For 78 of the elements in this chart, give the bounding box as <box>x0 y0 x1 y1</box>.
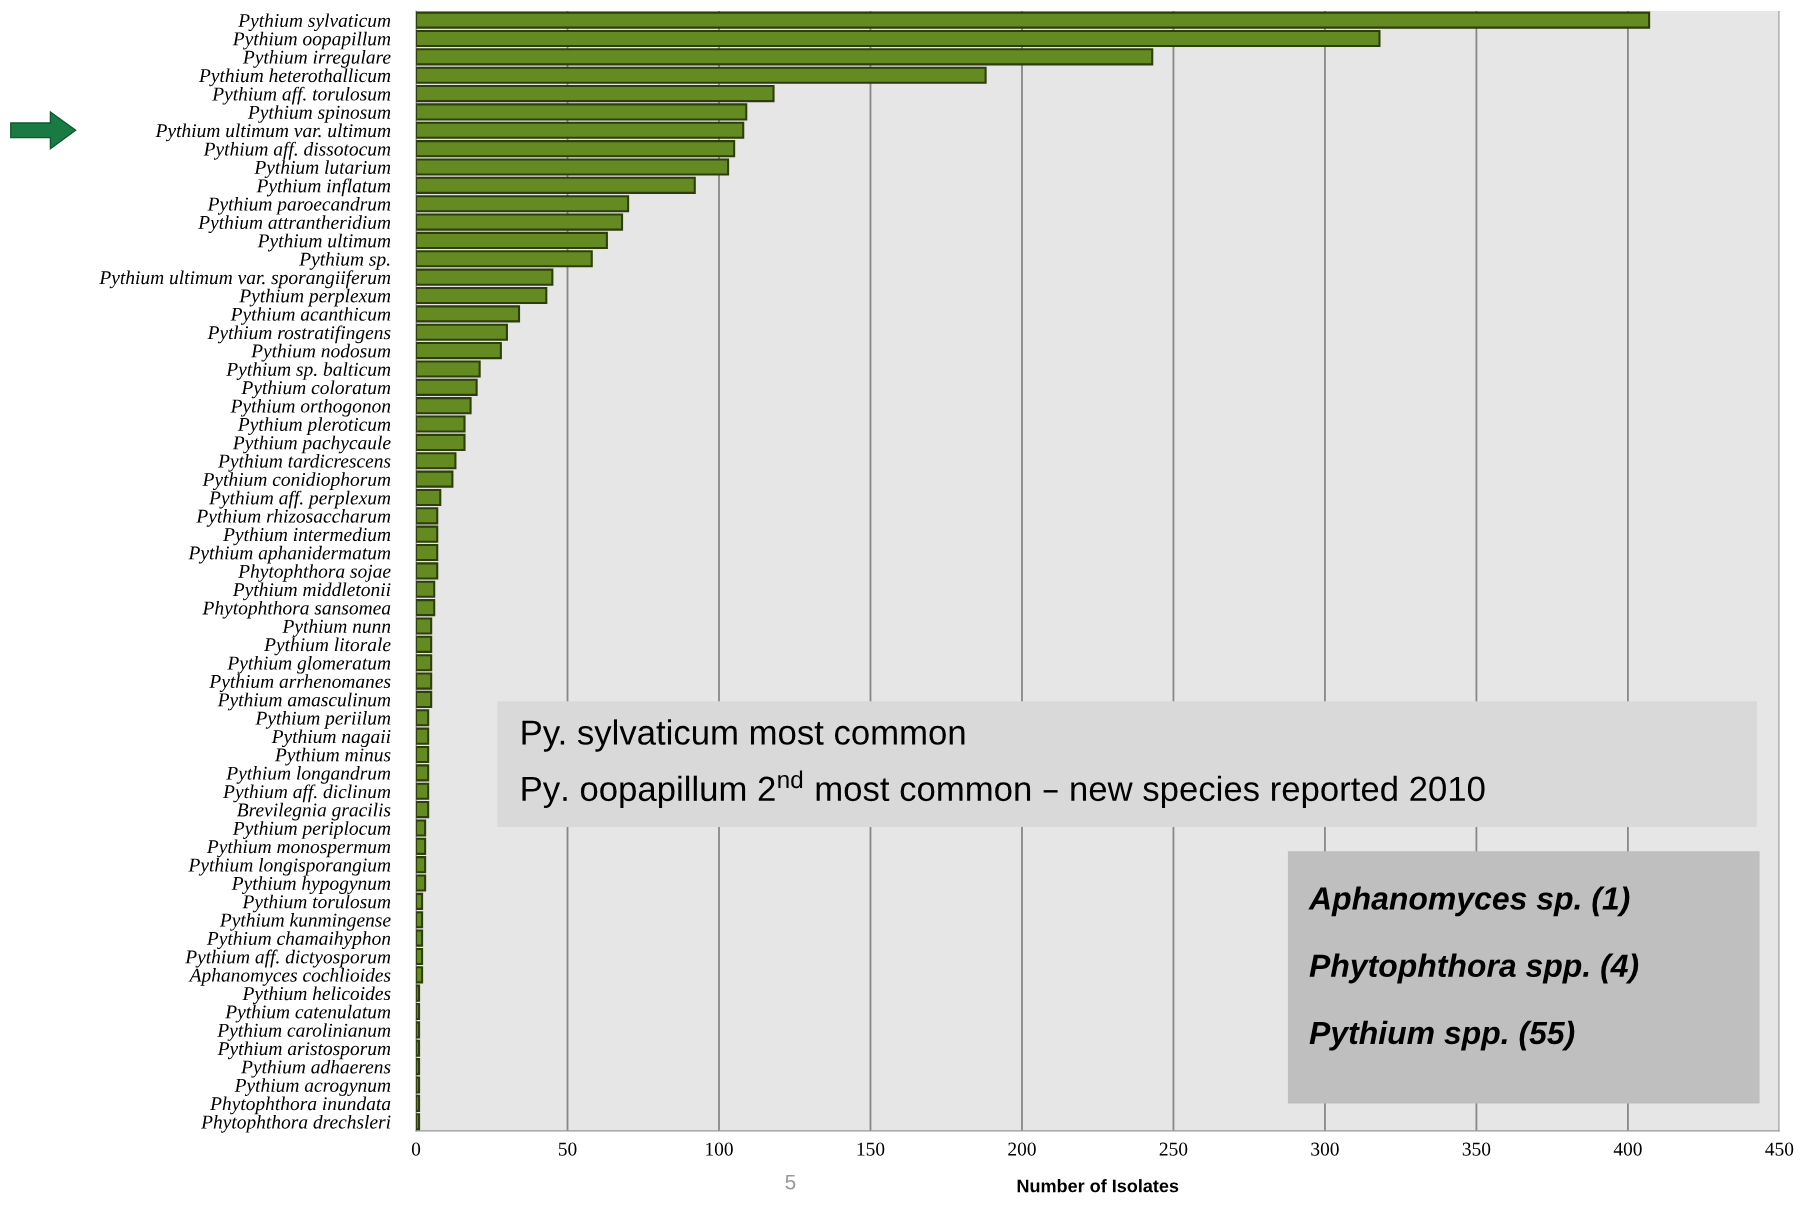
y-tick-label: Pythium attrantheridium <box>198 215 391 234</box>
y-tick-label: Pythium sp. balticum <box>226 362 391 380</box>
y-tick-label: Pythium periplocum <box>232 821 391 839</box>
y-tick-label: Pythium arrhenomanes <box>209 674 391 693</box>
y-tick-label: Pythium acrogynum <box>234 1078 391 1096</box>
annotation: Phytophthora spp. (4) <box>1309 953 1639 984</box>
y-tick-label: Pythium longandrum <box>226 766 391 784</box>
y-tick-label: Pythium hypogynum <box>231 876 391 894</box>
y-tick-label: Pythium aff. perplexum <box>208 490 391 509</box>
y-tick-label: Pythium pachycaule <box>232 435 391 454</box>
y-tick-label: Pythium heterothallicum <box>198 68 391 87</box>
y-tick-label: Pythium aristosporum <box>217 1041 391 1060</box>
y-tick-label: Pythium spinosum <box>247 105 391 123</box>
x-tick-label: 200 <box>1008 1142 1036 1156</box>
y-tick-label: Brevilegnia gracilis <box>236 802 391 821</box>
y-tick-label: Pythium aphanidermatum <box>188 545 391 564</box>
y-tick-label: Pythium monospermum <box>206 839 391 858</box>
y-tick-label: Pythium aff. dissotocum <box>203 141 391 160</box>
y-tick-label: Pythium aff. dictyosporum <box>185 949 391 968</box>
y-tick-label: Pythium carolinianum <box>217 1023 391 1041</box>
y-tick-label: Pythium conidiophorum <box>202 472 391 491</box>
y-tick-label: Pythium amasculinum <box>217 692 391 711</box>
y-tick-label: Pythium kunmingense <box>219 913 391 931</box>
y-tick-label: Pythium catenulatum <box>225 1004 391 1023</box>
y-tick-label: Pythium sylvaticum <box>238 13 391 32</box>
y-tick-label: Aphanomyces cochlioides <box>188 968 391 986</box>
y-tick-label: Phytophthora inundata <box>209 1096 391 1115</box>
y-tick-label: Phytophthora sojae <box>238 564 391 582</box>
x-tick-label: 450 <box>1765 1142 1794 1156</box>
annotation: Py. sylvaticum most common <box>522 719 965 752</box>
y-tick-label: Pythium helicoides <box>242 986 391 1005</box>
y-tick-label: Pythium chamaihyphon <box>206 931 391 950</box>
y-tick-label: Pythium oopapillum <box>232 31 391 50</box>
x-tick-label: 300 <box>1311 1142 1339 1156</box>
y-tick-label: Pythium irregulare <box>242 50 391 68</box>
annotation: Aphanomyces sp. (1) <box>1308 886 1630 917</box>
annotation: Pythium spp. (55) <box>1309 1020 1575 1051</box>
y-tick-label: Pythium pleroticum <box>237 417 391 435</box>
y-tick-label: Pythium sp. <box>299 252 390 270</box>
y-tick-label: Pythium nodosum <box>251 343 391 362</box>
x-tick-label: 100 <box>706 1142 733 1156</box>
x-tick-label: 250 <box>1159 1142 1188 1156</box>
x-tick-label: 50 <box>558 1142 577 1156</box>
x-tick-label: 150 <box>857 1142 885 1156</box>
y-tick-label: Pythium nagaii <box>271 729 391 748</box>
text: 5 <box>785 1174 796 1190</box>
y-tick-label: Pythium adhaerens <box>240 1059 391 1078</box>
y-tick-label: Pythium aff. torulosum <box>212 86 391 105</box>
y-tick-label: Pythium longisporangium <box>188 857 391 876</box>
y-tick-label: Phytophthora drechsleri <box>201 1114 391 1133</box>
y-tick-label: Pythium paroecandrum <box>207 196 391 215</box>
y-tick-label: Pythium glomeratum <box>227 655 391 674</box>
x-tick-label: 0 <box>411 1142 421 1156</box>
y-tick-label: Pythium inflatum <box>256 178 391 197</box>
y-tick-label: Pythium intermedium <box>222 527 391 546</box>
y-tick-label: Pythium middletonii <box>232 582 391 601</box>
y-tick-label: Pythium ultimum var. sporangiiferum <box>99 270 391 289</box>
y-tick-label: Pythium ultimum var. ultimum <box>155 123 391 142</box>
y-tick-label: Pythium orthogonon <box>230 398 391 417</box>
x-axis-title: Number of Isolates <box>1017 1179 1179 1193</box>
x-tick-label: 350 <box>1462 1142 1491 1156</box>
y-tick-label: Phytophthora sansomea <box>202 600 391 619</box>
y-tick-label: Pythium rostratifingens <box>207 325 391 344</box>
y-tick-label: Pythium rhizosaccharum <box>196 509 391 527</box>
x-tick-label: 400 <box>1613 1142 1642 1156</box>
y-tick-label: Pythium minus <box>274 747 391 766</box>
y-tick-label: Pythium acanthicum <box>230 307 391 325</box>
annotation: Py. oopapillum 2$^{nd}$ most common – new species reported 2010 <box>522 770 1485 809</box>
y-tick-label: Pythium lutarium <box>254 160 391 178</box>
y-tick-label: Pythium perplexum <box>239 288 391 307</box>
y-tick-label: Pythium ultimum <box>257 233 391 252</box>
y-tick-label: Pythium coloratum <box>241 380 391 399</box>
y-tick-label: Pythium torulosum <box>242 894 391 913</box>
y-tick-label: Pythium nunn <box>282 619 391 637</box>
y-tick-label: Pythium tardicrescens <box>217 454 391 472</box>
y-tick-label: Pythium periilum <box>255 711 391 729</box>
y-tick-label: Pythium aff. diclinum <box>222 784 391 803</box>
y-tick-label: Pythium litorale <box>264 637 391 656</box>
